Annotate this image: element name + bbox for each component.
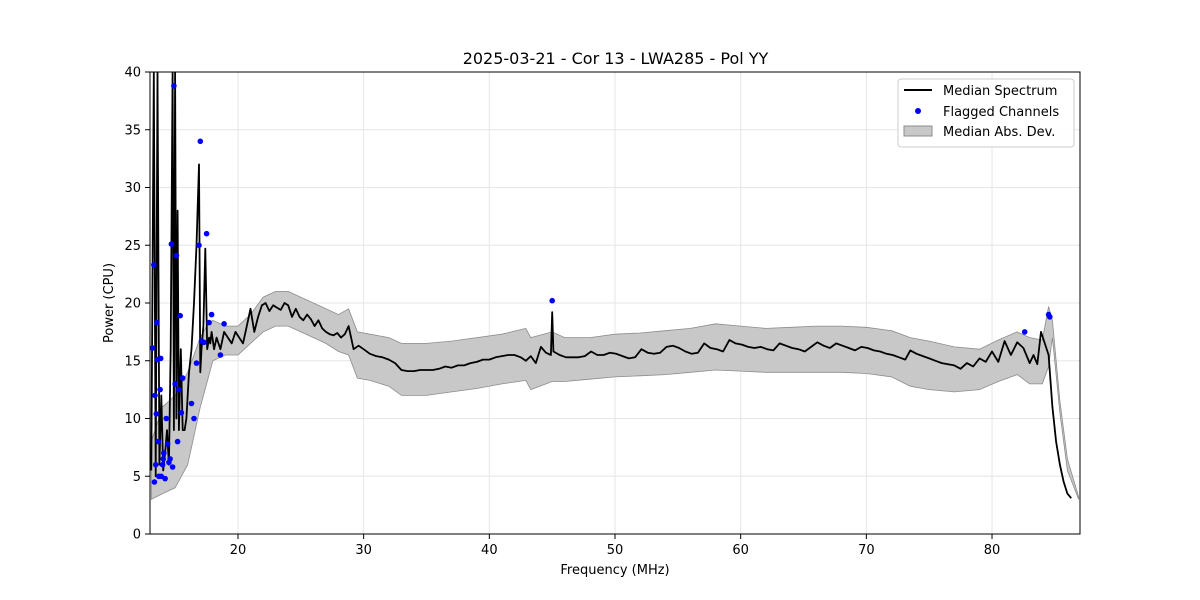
flagged-channel-point — [157, 386, 163, 393]
flagged-channel-point — [164, 441, 171, 447]
flagged-channel-point — [159, 461, 166, 468]
flagged-channel-point — [196, 242, 202, 249]
x-tick-label: 30 — [355, 543, 372, 558]
x-tick-label: 20 — [230, 543, 247, 558]
y-tick-label: 30 — [124, 181, 141, 196]
legend-label-median-spectrum: Median Spectrum — [943, 84, 1057, 99]
flagged-channel-point — [160, 456, 166, 462]
flagged-channel-point — [153, 411, 160, 417]
y-axis-label: Power (CPU) — [102, 263, 117, 343]
legend-box — [897, 78, 1075, 148]
legend: Median Spectrum Flagged Channels Median … — [897, 78, 1075, 148]
flagged-channel-point — [168, 241, 175, 247]
flagged-channel-point — [151, 262, 157, 268]
flagged-channel-point — [1021, 329, 1028, 335]
flagged-channel-point — [217, 352, 224, 358]
flagged-channel-point — [162, 475, 168, 482]
legend-band-swatch — [903, 125, 933, 137]
flagged-channel-point — [549, 297, 555, 304]
flagged-channel-point — [151, 479, 158, 485]
flagged-channel-point — [173, 252, 180, 259]
flagged-channel-point — [152, 392, 158, 399]
flagged-channel-point — [203, 230, 210, 237]
x-axis-ticks: 20 30 40 50 60 70 80 — [230, 534, 1001, 558]
flagged-channel-point — [150, 345, 156, 351]
flagged-channel-point — [167, 456, 173, 462]
y-tick-label: 0 — [133, 528, 141, 543]
x-tick-label: 40 — [481, 543, 498, 558]
legend-label-flagged-channels: Flagged Channels — [943, 105, 1059, 120]
y-tick-label: 5 — [133, 470, 141, 485]
flagged-channel-point — [174, 438, 181, 445]
flagged-channel-point — [221, 321, 227, 327]
flagged-channel-point — [176, 386, 182, 393]
flagged-channel-point — [197, 138, 204, 145]
flagged-channel-point — [179, 375, 186, 381]
y-axis-ticks: 0 5 10 15 20 25 30 35 40 — [124, 66, 150, 543]
flagged-channel-point — [155, 438, 161, 445]
flagged-channel-point — [201, 339, 207, 346]
y-tick-label: 20 — [124, 297, 141, 312]
flagged-channel-points — [150, 83, 1053, 485]
flagged-channel-point — [177, 312, 183, 319]
flagged-channel-point — [188, 400, 195, 407]
y-tick-label: 35 — [124, 123, 141, 138]
flagged-channel-point — [161, 450, 167, 456]
flagged-channel-point — [163, 415, 170, 422]
y-tick-label: 15 — [124, 354, 141, 369]
x-axis-label: Frequency (MHz) — [560, 563, 669, 578]
flagged-channel-point — [172, 381, 178, 387]
flagged-channel-point — [157, 355, 164, 362]
flagged-channel-point — [1047, 314, 1053, 320]
median-spectrum-line — [150, 72, 1072, 499]
y-tick-label: 25 — [124, 239, 141, 254]
median-abs-dev-band — [150, 291, 1080, 501]
y-tick-label: 40 — [124, 66, 141, 81]
legend-flagged-swatch — [915, 108, 921, 114]
y-tick-label: 10 — [124, 412, 141, 427]
chart-title: 2025-03-21 - Cor 13 - LWA285 - Pol YY — [463, 49, 769, 68]
flagged-channel-point — [206, 319, 212, 326]
x-tick-label: 50 — [607, 543, 624, 558]
flagged-channel-point — [154, 319, 160, 326]
flagged-channel-point — [169, 464, 176, 470]
flagged-channel-point — [178, 409, 185, 416]
legend-label-median-abs-dev: Median Abs. Dev. — [943, 125, 1055, 140]
x-tick-label: 70 — [858, 543, 875, 558]
flagged-channel-point — [171, 83, 177, 89]
x-tick-label: 60 — [732, 543, 749, 558]
flagged-channel-point — [193, 360, 200, 366]
flagged-channel-point — [191, 415, 197, 422]
flagged-channel-point — [152, 461, 159, 468]
x-tick-label: 80 — [984, 543, 1001, 558]
flagged-channel-point — [208, 311, 215, 318]
